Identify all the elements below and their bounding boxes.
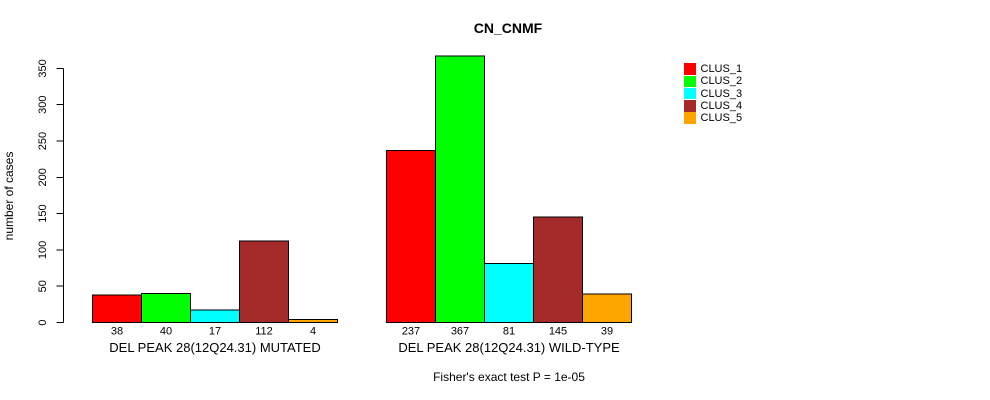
bar-CLUS_3 [484, 263, 534, 323]
legend-label: CLUS_5 [700, 112, 743, 125]
legend-item: CLUS_3 [684, 88, 742, 100]
y-axis: 0 50 100 150 200 250 300 350 [37, 59, 64, 326]
legend-swatch-CLUS_3 [684, 87, 696, 100]
legend: CLUS_1 CLUS_2 CLUS_3 CLUS_4 CLUS_5 [684, 63, 742, 124]
bar-CLUS_5 [582, 293, 632, 324]
y-tick-label: 250 [37, 132, 49, 150]
y-tick-label: 50 [37, 280, 49, 292]
y-tick-label: 200 [37, 168, 49, 186]
legend-swatch-CLUS_5 [684, 112, 696, 124]
bar-CLUS_2 [435, 55, 485, 323]
bar-CLUS_1 [386, 149, 436, 323]
chart-title: CN_CNMF [474, 20, 543, 36]
bar-value-label: 145 [549, 326, 567, 338]
bar-value-label: 367 [451, 326, 469, 338]
legend-item: CLUS_5 [684, 112, 742, 124]
legend-swatch-CLUS_2 [684, 75, 696, 88]
legend-label: CLUS_1 [700, 63, 743, 76]
legend-label: CLUS_4 [700, 99, 743, 112]
y-tick-label: 350 [37, 59, 49, 77]
bar-CLUS_2 [141, 292, 191, 323]
y-tick-label: 150 [37, 204, 49, 222]
bar-value-label: 38 [111, 326, 123, 338]
bar-value-label: 4 [310, 326, 316, 338]
bar-value-label: 237 [402, 326, 420, 338]
bar-CLUS_4 [533, 216, 583, 323]
legend-swatch-CLUS_1 [684, 63, 696, 75]
legend-label: CLUS_2 [700, 75, 743, 88]
bar-value-label: 39 [601, 326, 613, 338]
group-label: DEL PEAK 28(12Q24.31) MUTATED [109, 340, 320, 355]
axis-labels: 38 40 17 112 4 DEL PEAK 28(12Q24.31) MUTATED 2… [109, 326, 620, 356]
legend-item: CLUS_2 [684, 75, 742, 87]
legend-item: CLUS_1 [684, 63, 742, 75]
legend-swatch-CLUS_4 [684, 100, 696, 112]
bar-CLUS_3 [190, 309, 240, 323]
caption: Fisher's exact test P = 1e-05 [433, 370, 585, 384]
legend-label: CLUS_3 [700, 87, 743, 100]
bars [92, 55, 632, 324]
y-tick-label: 300 [37, 96, 49, 114]
y-axis-label: number of cases [2, 152, 16, 241]
bar-CLUS_1 [92, 294, 142, 323]
y-tick-label: 0 [37, 319, 49, 325]
bar-value-label: 40 [160, 326, 172, 338]
bar-CLUS_5 [288, 319, 338, 324]
group-label: DEL PEAK 28(12Q24.31) WILD-TYPE [398, 340, 620, 355]
bar-value-label: 17 [209, 326, 221, 338]
legend-item: CLUS_4 [684, 100, 742, 112]
bar-value-label: 81 [503, 326, 515, 338]
y-tick-label: 100 [37, 241, 49, 259]
bar-value-label: 112 [255, 326, 273, 338]
bar-CLUS_4 [239, 240, 289, 323]
